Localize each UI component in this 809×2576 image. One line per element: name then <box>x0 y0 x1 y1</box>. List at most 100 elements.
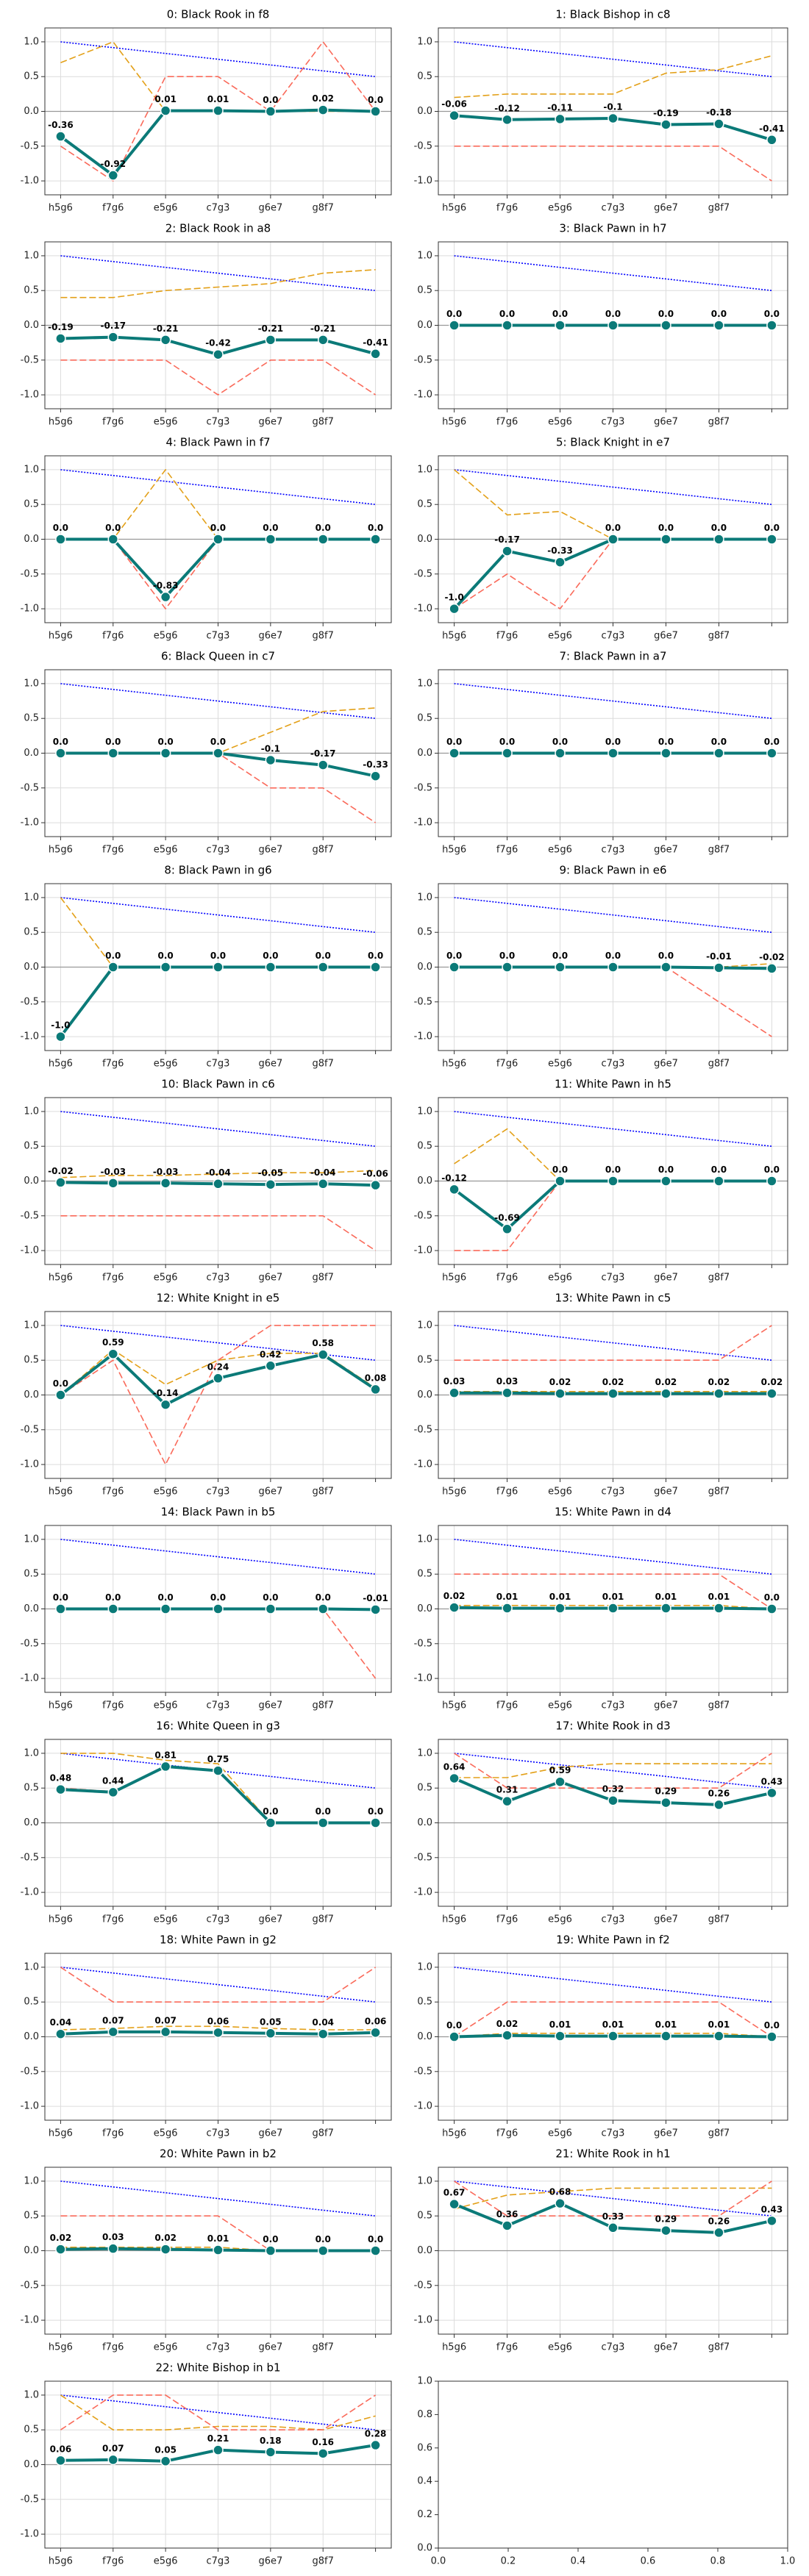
data-label: 0.07 <box>102 2443 124 2453</box>
y-tick-label: 1.0 <box>24 1534 39 1545</box>
data-point <box>265 1817 277 1828</box>
series-line <box>60 1967 377 2003</box>
data-point <box>713 1603 724 1614</box>
subplot-title: 2: Black Rook in a8 <box>165 222 271 235</box>
data-point <box>660 1603 671 1614</box>
series-line <box>454 897 772 933</box>
axes-frame <box>438 27 788 196</box>
y-tick-label: -0.5 <box>21 140 39 151</box>
y-tick-label: -0.5 <box>414 996 432 1007</box>
series-line <box>60 2394 377 2430</box>
x-tick-label: h5g6 <box>49 2128 73 2139</box>
data-label: 0.0 <box>764 2020 780 2031</box>
data-point <box>107 1603 119 1614</box>
x-tick-label: 0.4 <box>571 2556 586 2567</box>
x-tick-label: h5g6 <box>442 2342 466 2353</box>
y-tick-label: 0.0 <box>417 2245 432 2256</box>
data-point <box>213 2027 224 2039</box>
y-tick-label: -1.0 <box>414 1031 432 1042</box>
x-tick-label: g8f7 <box>313 2556 334 2567</box>
axes-frame <box>438 241 788 409</box>
data-point <box>160 748 171 759</box>
series-line <box>454 1763 772 1778</box>
data-point <box>660 2225 671 2236</box>
data-label: -0.41 <box>759 124 785 134</box>
data-point <box>502 2030 513 2041</box>
data-label: 0.01 <box>207 2233 229 2244</box>
data-point <box>713 2227 724 2239</box>
data-point <box>555 748 566 759</box>
data-label: -0.12 <box>441 1173 467 1183</box>
data-point <box>55 1177 66 1188</box>
data-label: 0.75 <box>207 1754 229 1764</box>
data-label: -1.0 <box>51 1020 70 1031</box>
y-tick-label: 1.0 <box>24 36 39 47</box>
y-tick-label: -0.5 <box>414 1852 432 1863</box>
data-label: 0.0 <box>499 309 515 319</box>
data-point <box>502 1795 513 1807</box>
x-tick-label: f7g6 <box>102 1273 124 1284</box>
x-tick-label: h5g6 <box>49 417 73 428</box>
data-label: 0.01 <box>708 2019 730 2030</box>
data-point <box>370 2027 381 2039</box>
x-tick-label: g8f7 <box>708 845 730 856</box>
data-label: -0.33 <box>363 759 388 770</box>
data-label: 0.01 <box>602 2019 624 2030</box>
y-tick-label: 0.5 <box>24 2211 39 2222</box>
y-tick-label: 0.0 <box>24 2459 39 2470</box>
x-tick-label: c7g3 <box>207 1486 230 1498</box>
x-tick-label: h5g6 <box>442 203 466 214</box>
data-point <box>55 333 66 344</box>
data-point <box>766 2215 777 2227</box>
subplot: 5: Black Knight in e7 -1.0 -0.5 0.0 0.5 1.0 h5… <box>414 436 788 642</box>
data-point <box>265 534 277 545</box>
subplot-title: 22: White Bishop in b1 <box>155 2361 280 2375</box>
y-tick-label: -0.5 <box>21 2494 39 2505</box>
x-tick-label: c7g3 <box>207 2342 230 2353</box>
series-line <box>454 1325 772 1361</box>
data-label: 0.0 <box>658 309 674 319</box>
data-point <box>317 1603 329 1614</box>
data-label: 0.0 <box>105 1592 121 1603</box>
y-tick-label: 1.0 <box>24 1747 39 1759</box>
data-label: 0.33 <box>602 2211 624 2222</box>
data-label: 0.0 <box>210 951 226 961</box>
x-tick-label: e5g6 <box>154 1914 178 1925</box>
axes-frame <box>44 1953 392 2121</box>
y-tick-label: 0.5 <box>24 1141 39 1152</box>
y-tick-label: -1.0 <box>414 1673 432 1684</box>
data-label: -0.41 <box>363 337 388 348</box>
x-tick-label: g8f7 <box>313 203 334 214</box>
x-tick-label: g8f7 <box>313 417 334 428</box>
data-point <box>213 534 224 545</box>
data-label: 0.02 <box>496 2019 518 2029</box>
data-label: 0.0 <box>711 737 727 747</box>
data-label: 0.0 <box>368 2234 383 2244</box>
data-point <box>766 534 777 545</box>
data-label: 0.59 <box>102 1337 124 1348</box>
data-point <box>502 2220 513 2231</box>
y-tick-label: 0.5 <box>417 285 432 296</box>
x-tick-label: f7g6 <box>102 1059 124 1070</box>
x-tick-label: f7g6 <box>496 1273 518 1284</box>
x-tick-label: c7g3 <box>207 417 230 428</box>
data-point <box>607 320 619 331</box>
subplot: 14: Black Pawn in b5 -1.0 -0.5 0.0 0.5 1.0 h5g… <box>21 1506 392 1711</box>
x-tick-label: c7g3 <box>207 1059 230 1070</box>
subplot: 3: Black Pawn in h7 -1.0 -0.5 0.0 0.5 1.0 h5g6… <box>414 222 788 428</box>
subplot-title: 15: White Pawn in d4 <box>555 1506 671 1519</box>
data-label: 0.0 <box>658 951 674 961</box>
data-label: 0.0 <box>446 2020 462 2031</box>
y-tick-label: 0.5 <box>24 713 39 724</box>
data-label: 0.02 <box>602 1377 624 1387</box>
x-tick-label: c7g3 <box>207 1700 230 1711</box>
data-point <box>370 2245 381 2256</box>
y-tick-label: 0.0 <box>24 748 39 759</box>
y-tick-label: -0.5 <box>21 1424 39 1435</box>
x-tick-label: e5g6 <box>154 417 178 428</box>
y-tick-label: -1.0 <box>21 1459 39 1470</box>
data-point <box>766 1787 777 1799</box>
data-label: -0.12 <box>494 103 520 113</box>
data-label: 0.0 <box>711 1164 727 1175</box>
